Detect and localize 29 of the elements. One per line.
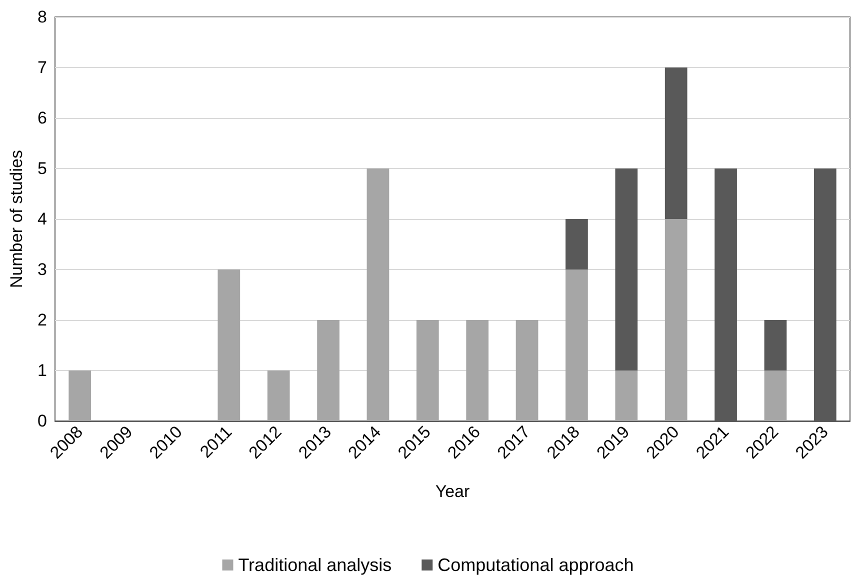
y-tick-label: 4 (38, 210, 47, 228)
bar (615, 168, 638, 370)
bar (764, 370, 787, 421)
y-axis-title: Number of studies (7, 150, 26, 288)
legend-label: Computational approach (438, 555, 634, 575)
y-tick-label: 7 (38, 58, 47, 77)
y-tick-label: 0 (38, 412, 47, 430)
bar (664, 219, 688, 421)
bar (615, 370, 638, 421)
y-tick-label: 5 (38, 159, 47, 178)
bar (764, 320, 787, 370)
bar (366, 168, 390, 421)
y-tick-label: 6 (38, 108, 47, 128)
bar (267, 370, 290, 421)
bar (664, 68, 688, 219)
legend-label: Traditional analysis (238, 555, 392, 575)
bar (317, 320, 340, 421)
bar (218, 270, 240, 421)
x-axis-title: Year (435, 482, 470, 501)
bar (516, 320, 538, 421)
y-tick-label: 8 (38, 8, 47, 26)
bar (566, 270, 588, 421)
bar (466, 320, 489, 421)
bar (68, 370, 92, 421)
y-tick-label: 3 (38, 260, 47, 279)
bar (566, 219, 588, 270)
bar (416, 320, 439, 421)
y-tick-label: 2 (38, 310, 47, 330)
y-tick-label: 1 (38, 361, 47, 380)
